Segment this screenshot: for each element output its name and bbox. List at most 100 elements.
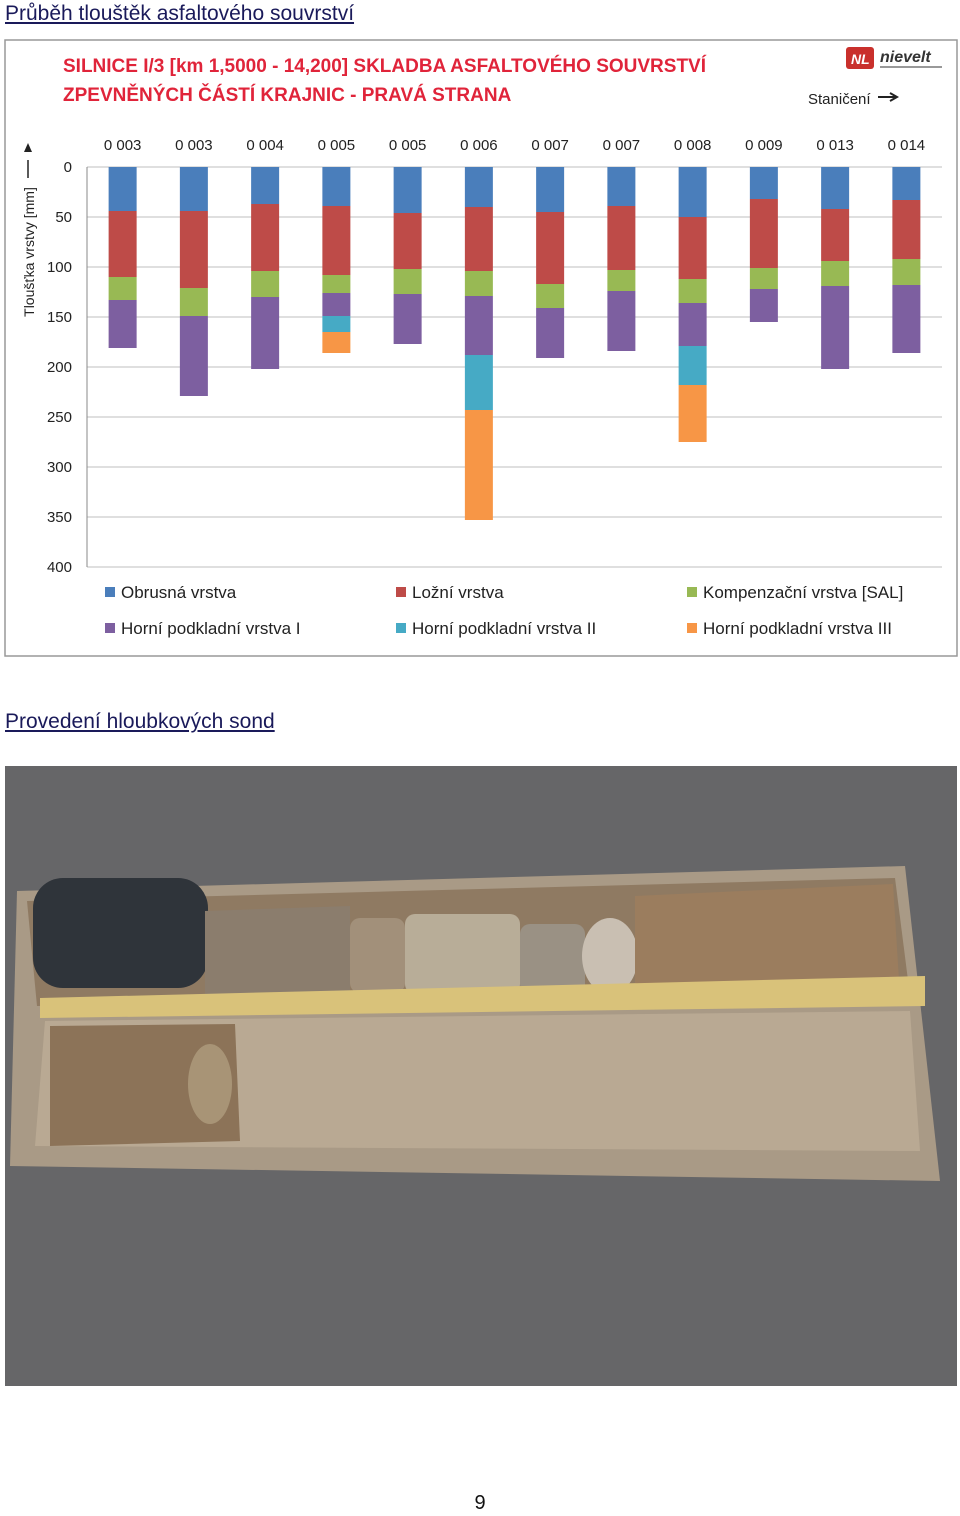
bar-segment bbox=[322, 167, 351, 206]
measuring-tape bbox=[40, 976, 925, 1018]
legend-label: Horní podkladní vrstva II bbox=[412, 619, 596, 638]
bar-segment bbox=[251, 167, 280, 204]
x-direction-label: Staničení bbox=[808, 91, 871, 108]
bar-segment bbox=[322, 275, 351, 293]
plot-area: 0 50 100 150 200 250 300 350 400 0 003 0 003 0 004 0… bbox=[47, 137, 942, 638]
logo-text: nievelt bbox=[880, 49, 931, 66]
bar-segment bbox=[821, 209, 850, 261]
bar-segment bbox=[678, 346, 707, 385]
logo-letters: NL bbox=[851, 51, 870, 67]
legend-swatch bbox=[687, 623, 697, 633]
bar-segment bbox=[393, 213, 422, 269]
bar-segment bbox=[892, 259, 921, 285]
legend-swatch bbox=[396, 623, 406, 633]
y-tick-label: 250 bbox=[47, 409, 72, 426]
bar-segment bbox=[251, 297, 280, 369]
y-tick-label: 400 bbox=[47, 559, 72, 576]
photo bbox=[5, 766, 957, 1386]
bar-segment bbox=[251, 204, 280, 271]
bar-segment bbox=[749, 199, 778, 268]
chart-title: SILNICE I/3 [km 1,5000 - 14,200] SKLADBA… bbox=[63, 55, 707, 77]
bar-segment bbox=[821, 261, 850, 286]
x-tick-label: 0 007 bbox=[531, 137, 569, 154]
stone bbox=[582, 918, 638, 994]
y-axis-label: Tloušťka vrstvy [mm] bbox=[21, 187, 37, 317]
bar-segment bbox=[821, 286, 850, 369]
bar-segment bbox=[251, 271, 280, 297]
gravel bbox=[205, 906, 350, 1001]
bar-segment bbox=[464, 271, 493, 296]
chart: SILNICE I/3 [km 1,5000 - 14,200] SKLADBA… bbox=[4, 39, 958, 657]
y-tick-label: 300 bbox=[47, 459, 72, 476]
bar-segment bbox=[179, 211, 208, 288]
legend-label: Obrusná vrstva bbox=[121, 583, 237, 602]
box-lower-trough bbox=[35, 1011, 920, 1151]
section-heading: Provedení hloubkových sond bbox=[5, 710, 275, 733]
bar-segment bbox=[393, 294, 422, 344]
core-piece bbox=[405, 914, 520, 994]
core-piece bbox=[520, 924, 585, 994]
bar-segment bbox=[821, 167, 850, 209]
bar-segment bbox=[393, 269, 422, 294]
bar-segment bbox=[892, 285, 921, 353]
x-tick-label: 0 003 bbox=[104, 137, 142, 154]
bar-segment bbox=[322, 332, 351, 353]
bar-segment bbox=[108, 300, 137, 348]
legend-swatch bbox=[396, 587, 406, 597]
legend-label: Kompenzační vrstva [SAL] bbox=[703, 583, 903, 602]
x-tick-label: 0 007 bbox=[603, 137, 641, 154]
core-piece bbox=[350, 918, 405, 993]
bar-segment bbox=[749, 289, 778, 322]
bar-segment bbox=[322, 316, 351, 332]
bar-segment bbox=[607, 167, 636, 206]
page-number: 9 bbox=[474, 1492, 486, 1514]
x-tick-label: 0 008 bbox=[674, 137, 712, 154]
bar-segment bbox=[322, 206, 351, 275]
x-tick-label: 0 006 bbox=[460, 137, 498, 154]
bar-segment bbox=[464, 355, 493, 410]
legend-label: Horní podkladní vrstva I bbox=[121, 619, 301, 638]
bar-segment bbox=[607, 270, 636, 291]
bar-segment bbox=[179, 288, 208, 316]
logo: NL nievelt bbox=[846, 47, 942, 69]
bar-segment bbox=[678, 167, 707, 217]
stone bbox=[188, 1044, 232, 1124]
legend-swatch bbox=[687, 587, 697, 597]
bar-segment bbox=[536, 284, 565, 308]
bar-segment bbox=[892, 167, 921, 200]
bar-segment bbox=[678, 385, 707, 442]
x-tick-label: 0 005 bbox=[389, 137, 427, 154]
bar-segment bbox=[749, 268, 778, 289]
bar-segment bbox=[607, 291, 636, 351]
x-tick-label: 0 004 bbox=[246, 137, 284, 154]
logo-mark bbox=[846, 47, 874, 69]
bar-segment bbox=[536, 167, 565, 212]
bar-segment bbox=[179, 167, 208, 211]
bar-segment bbox=[749, 167, 778, 199]
legend-label: Horní podkladní vrstva III bbox=[703, 619, 892, 638]
x-tick-label: 0 014 bbox=[888, 137, 926, 154]
bar-segment bbox=[678, 279, 707, 303]
legend-swatch bbox=[105, 587, 115, 597]
axis-arrow-head bbox=[24, 143, 32, 152]
asphalt-core bbox=[33, 878, 208, 988]
bar-segment bbox=[536, 308, 565, 358]
y-tick-label: 0 bbox=[64, 159, 72, 176]
bar-segment bbox=[464, 167, 493, 207]
x-tick-label: 0 003 bbox=[175, 137, 213, 154]
bar-segment bbox=[678, 217, 707, 279]
y-tick-label: 200 bbox=[47, 359, 72, 376]
y-tick-label: 50 bbox=[55, 209, 72, 226]
legend-swatch bbox=[105, 623, 115, 633]
bar-segment bbox=[536, 212, 565, 284]
y-tick-label: 350 bbox=[47, 509, 72, 526]
bar-segment bbox=[393, 167, 422, 213]
x-tick-label: 0 009 bbox=[745, 137, 783, 154]
bar-segment bbox=[108, 167, 137, 211]
bar-segment bbox=[464, 207, 493, 271]
page-heading: Průběh tlouštěk asfaltového souvrství bbox=[5, 2, 355, 25]
bar-segment bbox=[108, 211, 137, 277]
bar-segment bbox=[179, 316, 208, 396]
soil-lower bbox=[50, 1024, 240, 1146]
